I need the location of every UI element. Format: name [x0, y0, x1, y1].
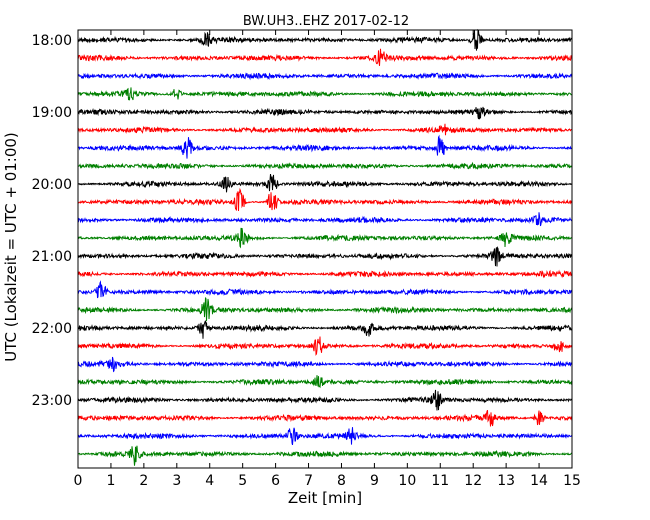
trace-2115 [77, 269, 573, 279]
trace-2330 [77, 427, 573, 446]
x-tick-label: 3 [172, 473, 181, 489]
trace-2000 [77, 173, 573, 193]
y-tick-label: 23:00 [32, 393, 72, 409]
trace-1930 [77, 134, 573, 159]
trace-1845 [77, 87, 573, 101]
trace-2300 [77, 389, 573, 411]
x-tick-label: 6 [271, 473, 280, 489]
y-tick-label: 22:00 [32, 321, 72, 337]
x-axis-label: Zeit [min] [288, 489, 362, 507]
trace-2245 [77, 375, 573, 389]
chart-title: BW.UH3..EHZ 2017-02-12 [243, 14, 409, 29]
x-tick-label: 13 [497, 473, 515, 489]
x-tick-label: 10 [398, 473, 416, 489]
trace-2030 [77, 212, 573, 227]
trace-2045 [77, 227, 573, 249]
trace-1900 [77, 106, 573, 120]
trace-1815 [77, 48, 573, 66]
x-tick-label: 12 [464, 473, 482, 489]
axes-layer: 0 1 2 3 4 5 6 7 8 9 10 11 12 13 14 1518:0019:0020:0021:… [32, 30, 581, 489]
x-tick-label: 15 [563, 473, 581, 489]
trace-2130 [77, 280, 573, 299]
trace-2100 [77, 246, 573, 267]
x-tick-label: 7 [304, 473, 313, 489]
y-tick-label: 19:00 [32, 105, 72, 121]
y-tick-label: 18:00 [32, 33, 72, 49]
trace-1945 [77, 161, 573, 170]
trace-2145 [77, 297, 573, 322]
y-tick-label: 20:00 [32, 177, 72, 193]
y-tick-label: 21:00 [32, 249, 72, 265]
x-tick-label: 14 [530, 473, 548, 489]
x-tick-label: 1 [106, 473, 115, 489]
trace-2215 [77, 336, 573, 356]
trace-2315 [77, 409, 573, 427]
trace-2230 [77, 356, 573, 373]
trace-1800 [77, 28, 573, 51]
plot-frame [77, 29, 573, 469]
trace-2345 [77, 445, 573, 466]
trace-1915 [77, 123, 573, 136]
trace-1830 [77, 72, 573, 81]
x-tick-label: 2 [139, 473, 148, 489]
trace-2015 [77, 187, 573, 211]
y-axis-label: UTC (Lokalzeit = UTC + 01:00) [2, 132, 20, 362]
x-tick-label: 11 [431, 473, 449, 489]
x-tick-label: 5 [238, 473, 247, 489]
trace-2200 [77, 320, 573, 339]
x-tick-label: 0 [74, 473, 83, 489]
traces-layer [77, 28, 573, 466]
x-tick-label: 8 [337, 473, 346, 489]
x-tick-label: 9 [370, 473, 379, 489]
x-tick-label: 4 [205, 473, 214, 489]
